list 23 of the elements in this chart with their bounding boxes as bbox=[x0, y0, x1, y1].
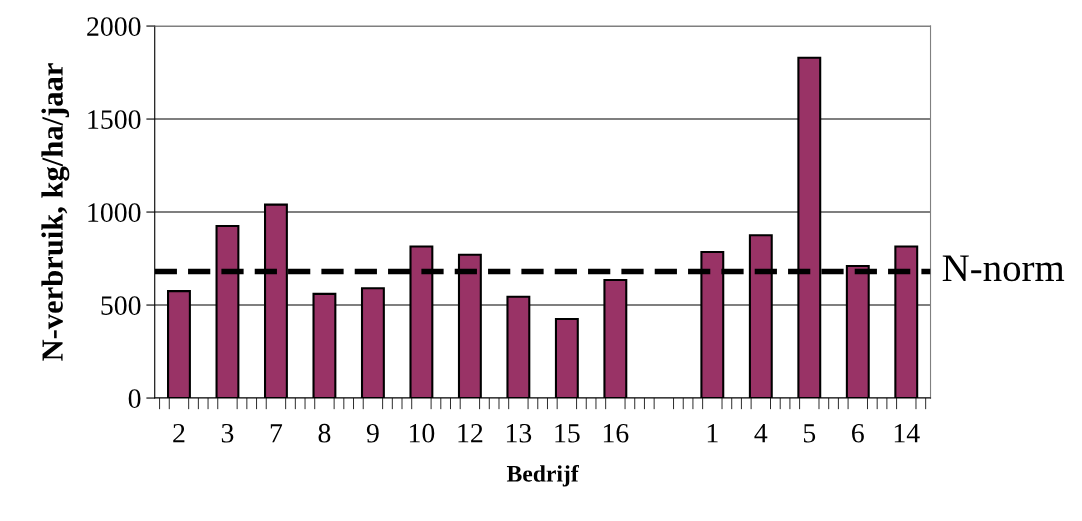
x-tick-label: 13 bbox=[506, 423, 532, 443]
x-tick-label: 3 bbox=[221, 423, 234, 443]
x-tick-label: 16 bbox=[603, 423, 629, 443]
y-tick-label: 1000 bbox=[88, 203, 141, 222]
x-tick-label: 7 bbox=[270, 424, 283, 443]
x-tick-label: 9 bbox=[366, 423, 379, 443]
x-tick-label: 14 bbox=[894, 423, 920, 443]
y-tick-label: 2000 bbox=[87, 17, 141, 36]
y-tick-label: 500 bbox=[101, 296, 141, 315]
y-axis-title: N-verbruik, kg/ha/jaar bbox=[41, 63, 70, 361]
x-tick-label: 15 bbox=[555, 423, 580, 443]
x-tick-label: 10 bbox=[409, 423, 435, 443]
y-tick-label: 0 bbox=[128, 389, 141, 408]
y-tick-label: 1500 bbox=[88, 110, 141, 129]
x-tick-label: 8 bbox=[318, 423, 331, 443]
x-tick-label: 12 bbox=[458, 423, 483, 443]
x-tick-label: 5 bbox=[803, 424, 816, 443]
x-tick-label: 4 bbox=[754, 424, 768, 443]
ref-line-label: N-norm bbox=[942, 255, 1065, 282]
x-tick-label: 1 bbox=[707, 423, 718, 443]
x-tick-label: 6 bbox=[852, 423, 864, 443]
x-tick-label: 2 bbox=[173, 423, 185, 443]
x-axis-title: Bedrijf bbox=[506, 464, 579, 487]
